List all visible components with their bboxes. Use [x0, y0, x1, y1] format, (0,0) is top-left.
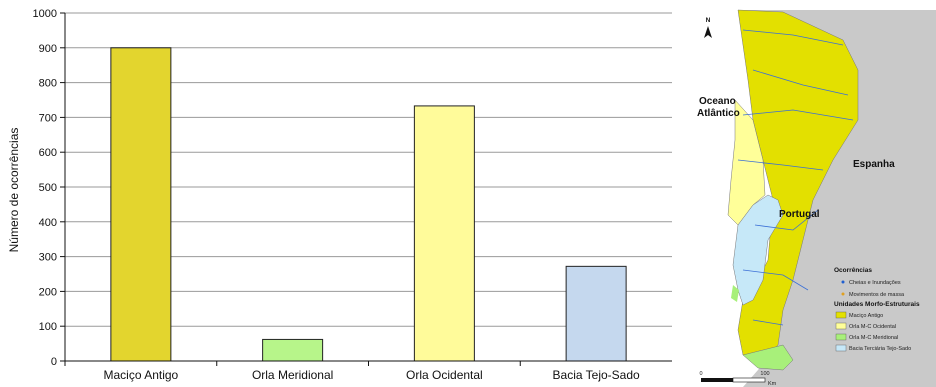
bars [110, 47, 627, 362]
y-tick-label: 700 [39, 112, 57, 124]
unit-label-ocidental: Orla M-C Ocidental [849, 324, 896, 330]
portugal-label: Portugal [779, 209, 820, 220]
bar-chart: 0 100 200 300 400 500 600 700 800 900 1000 Maciço A… [7, 8, 672, 382]
x-tick-label: Orla Ocidental [406, 368, 483, 382]
x-tick-label: Orla Meridional [252, 368, 333, 382]
scale-bar-white [732, 377, 766, 383]
unit-swatch-ocidental [835, 322, 847, 330]
scale-bar: 0 100 Km [699, 371, 776, 387]
y-tick-label: 1000 [33, 8, 57, 20]
legend-dot-flood [841, 280, 845, 284]
x-tick-label: Maciço Antigo [104, 368, 179, 382]
y-axis-label: Número de ocorrências [7, 128, 21, 253]
units-title: Unidades Morfo-Estruturais [834, 301, 920, 308]
legend-item-flood: Cheias e Inundações [849, 280, 901, 286]
legend-item-mass: Movimentos de massa [849, 292, 905, 298]
ocean-label-line-1: Oceano [699, 96, 736, 107]
river-lines [737, 29, 854, 326]
bar-bacia-tejo-sado [565, 265, 627, 362]
scale-zero: 0 [699, 371, 702, 377]
scale-hundred: 100 [760, 371, 769, 377]
y-tick-label: 900 [39, 43, 57, 55]
y-tick-label: 0 [51, 356, 57, 368]
portugal-map: N Oceano Atlântico Espanha Portugal Ocor… [683, 0, 936, 387]
orla-meridional-region [742, 344, 794, 371]
legend-dot-mass [841, 292, 845, 296]
bar-orla-ocidental [413, 105, 475, 362]
north-arrow-icon [704, 26, 712, 38]
unit-swatch-meridional [835, 333, 847, 341]
y-tick-label: 300 [39, 252, 57, 264]
bar-orla-meridional [262, 338, 324, 362]
unit-label-macico: Maciço Antigo [849, 313, 883, 319]
axes: 0 100 200 300 400 500 600 700 800 900 1000 Maciço A… [33, 8, 672, 382]
y-tick-label: 500 [39, 182, 57, 194]
coast-strip [731, 285, 739, 302]
legend-title: Ocorrências [834, 267, 872, 274]
y-tick-label: 200 [39, 286, 57, 298]
spain-label: Espanha [853, 159, 895, 170]
scale-bar-black [701, 378, 733, 382]
y-tick-label: 400 [39, 217, 57, 229]
y-tick-label: 100 [39, 321, 57, 333]
ocean-label-line-2: Atlântico [697, 108, 740, 119]
unit-label-tejo-sado: Bacia Terciária Tejo-Sado [849, 346, 911, 352]
map-legend: Ocorrências Cheias e Inundações Moviment… [834, 267, 920, 352]
x-tick-label: Bacia Tejo-Sado [553, 368, 640, 382]
unit-swatch-macico [835, 311, 847, 319]
unit-swatch-tejo-sado [835, 344, 847, 352]
y-tick-label: 800 [39, 78, 57, 90]
bacia-tejo-sado-region [732, 194, 784, 306]
unit-label-meridional: Orla M-C Meridional [849, 335, 898, 341]
y-tick-label: 600 [39, 147, 57, 159]
bar-maci-o-antigo [110, 47, 172, 362]
scale-unit: Km [768, 381, 777, 387]
north-label: N [706, 17, 711, 24]
